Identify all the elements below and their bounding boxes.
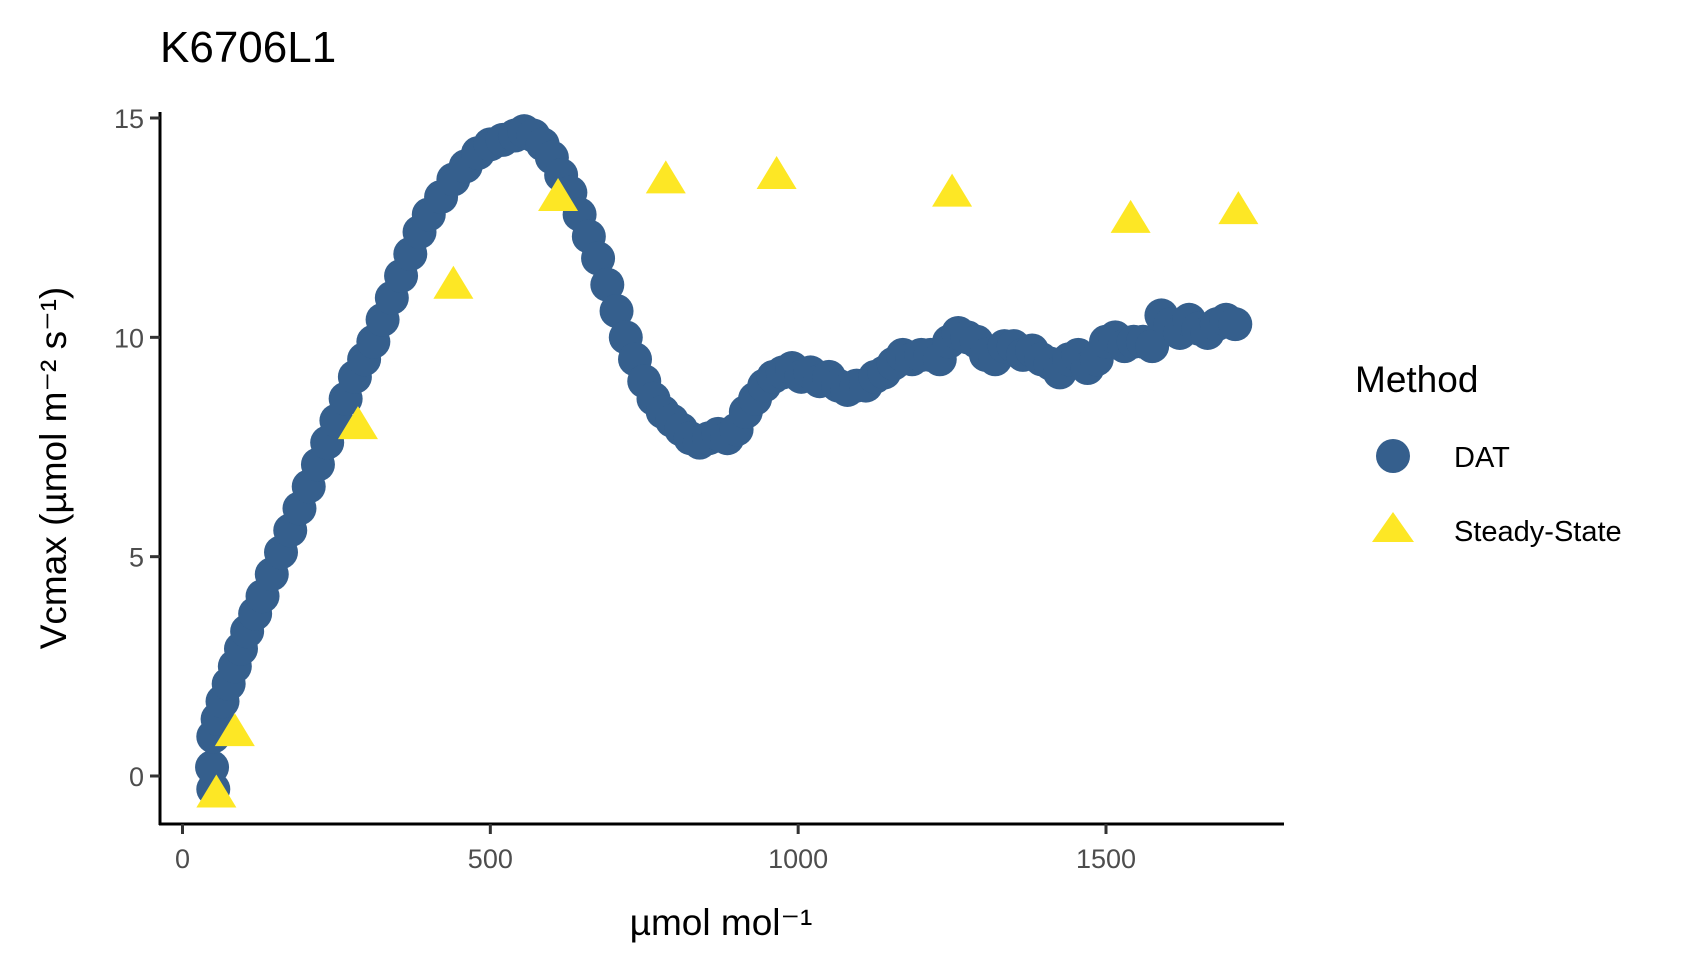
y-tick-label: 15	[114, 104, 144, 134]
data-point-steady-state	[645, 160, 686, 194]
legend-dat-label: DAT	[1454, 442, 1510, 474]
y-ticks: 0 5 10 15	[114, 104, 160, 792]
data-point-steady-state	[932, 173, 973, 207]
data-point-steady-state	[433, 265, 474, 299]
x-tick-label: 0	[175, 844, 190, 874]
data-point-steady-state	[1218, 191, 1259, 225]
series-dat	[195, 114, 1253, 807]
data-point-dat	[195, 750, 230, 785]
legend-steady-state-label: Steady-State	[1454, 516, 1622, 548]
chart-title: K6706L1	[160, 23, 336, 72]
y-tick-label: 0	[129, 762, 144, 792]
plot-area	[195, 114, 1259, 808]
x-axis-title: µmol mol⁻¹	[630, 902, 813, 943]
y-axis-title: Vcmax (µmol m⁻² s⁻¹)	[33, 287, 74, 650]
data-point-dat	[1218, 307, 1253, 342]
data-point-steady-state	[196, 774, 237, 808]
data-point-dat	[599, 294, 634, 329]
data-point-dat	[590, 267, 625, 302]
x-tick-label: 1500	[1076, 844, 1136, 874]
data-point-dat	[581, 241, 616, 276]
x-tick-label: 1000	[768, 844, 828, 874]
axes: 0 5 10 15 0 500 1000 1500	[114, 104, 1284, 874]
y-tick-label: 5	[129, 543, 144, 573]
data-point-steady-state	[1110, 199, 1151, 233]
legend-item-dat: DAT	[1376, 439, 1510, 474]
y-tick-label: 10	[114, 323, 144, 353]
legend-item-steady-state: Steady-State	[1372, 512, 1622, 548]
legend-dat-marker	[1376, 439, 1410, 473]
data-point-steady-state	[337, 406, 378, 440]
x-ticks: 0 500 1000 1500	[175, 824, 1136, 874]
data-point-steady-state	[538, 177, 579, 211]
data-point-steady-state	[214, 713, 255, 747]
legend-title: Method	[1355, 359, 1478, 400]
legend-steady-state-marker	[1372, 512, 1414, 542]
data-point-steady-state	[756, 156, 797, 190]
series-steady-state	[196, 156, 1259, 808]
legend: Method DAT Steady-State	[1355, 359, 1622, 548]
x-tick-label: 500	[468, 844, 513, 874]
